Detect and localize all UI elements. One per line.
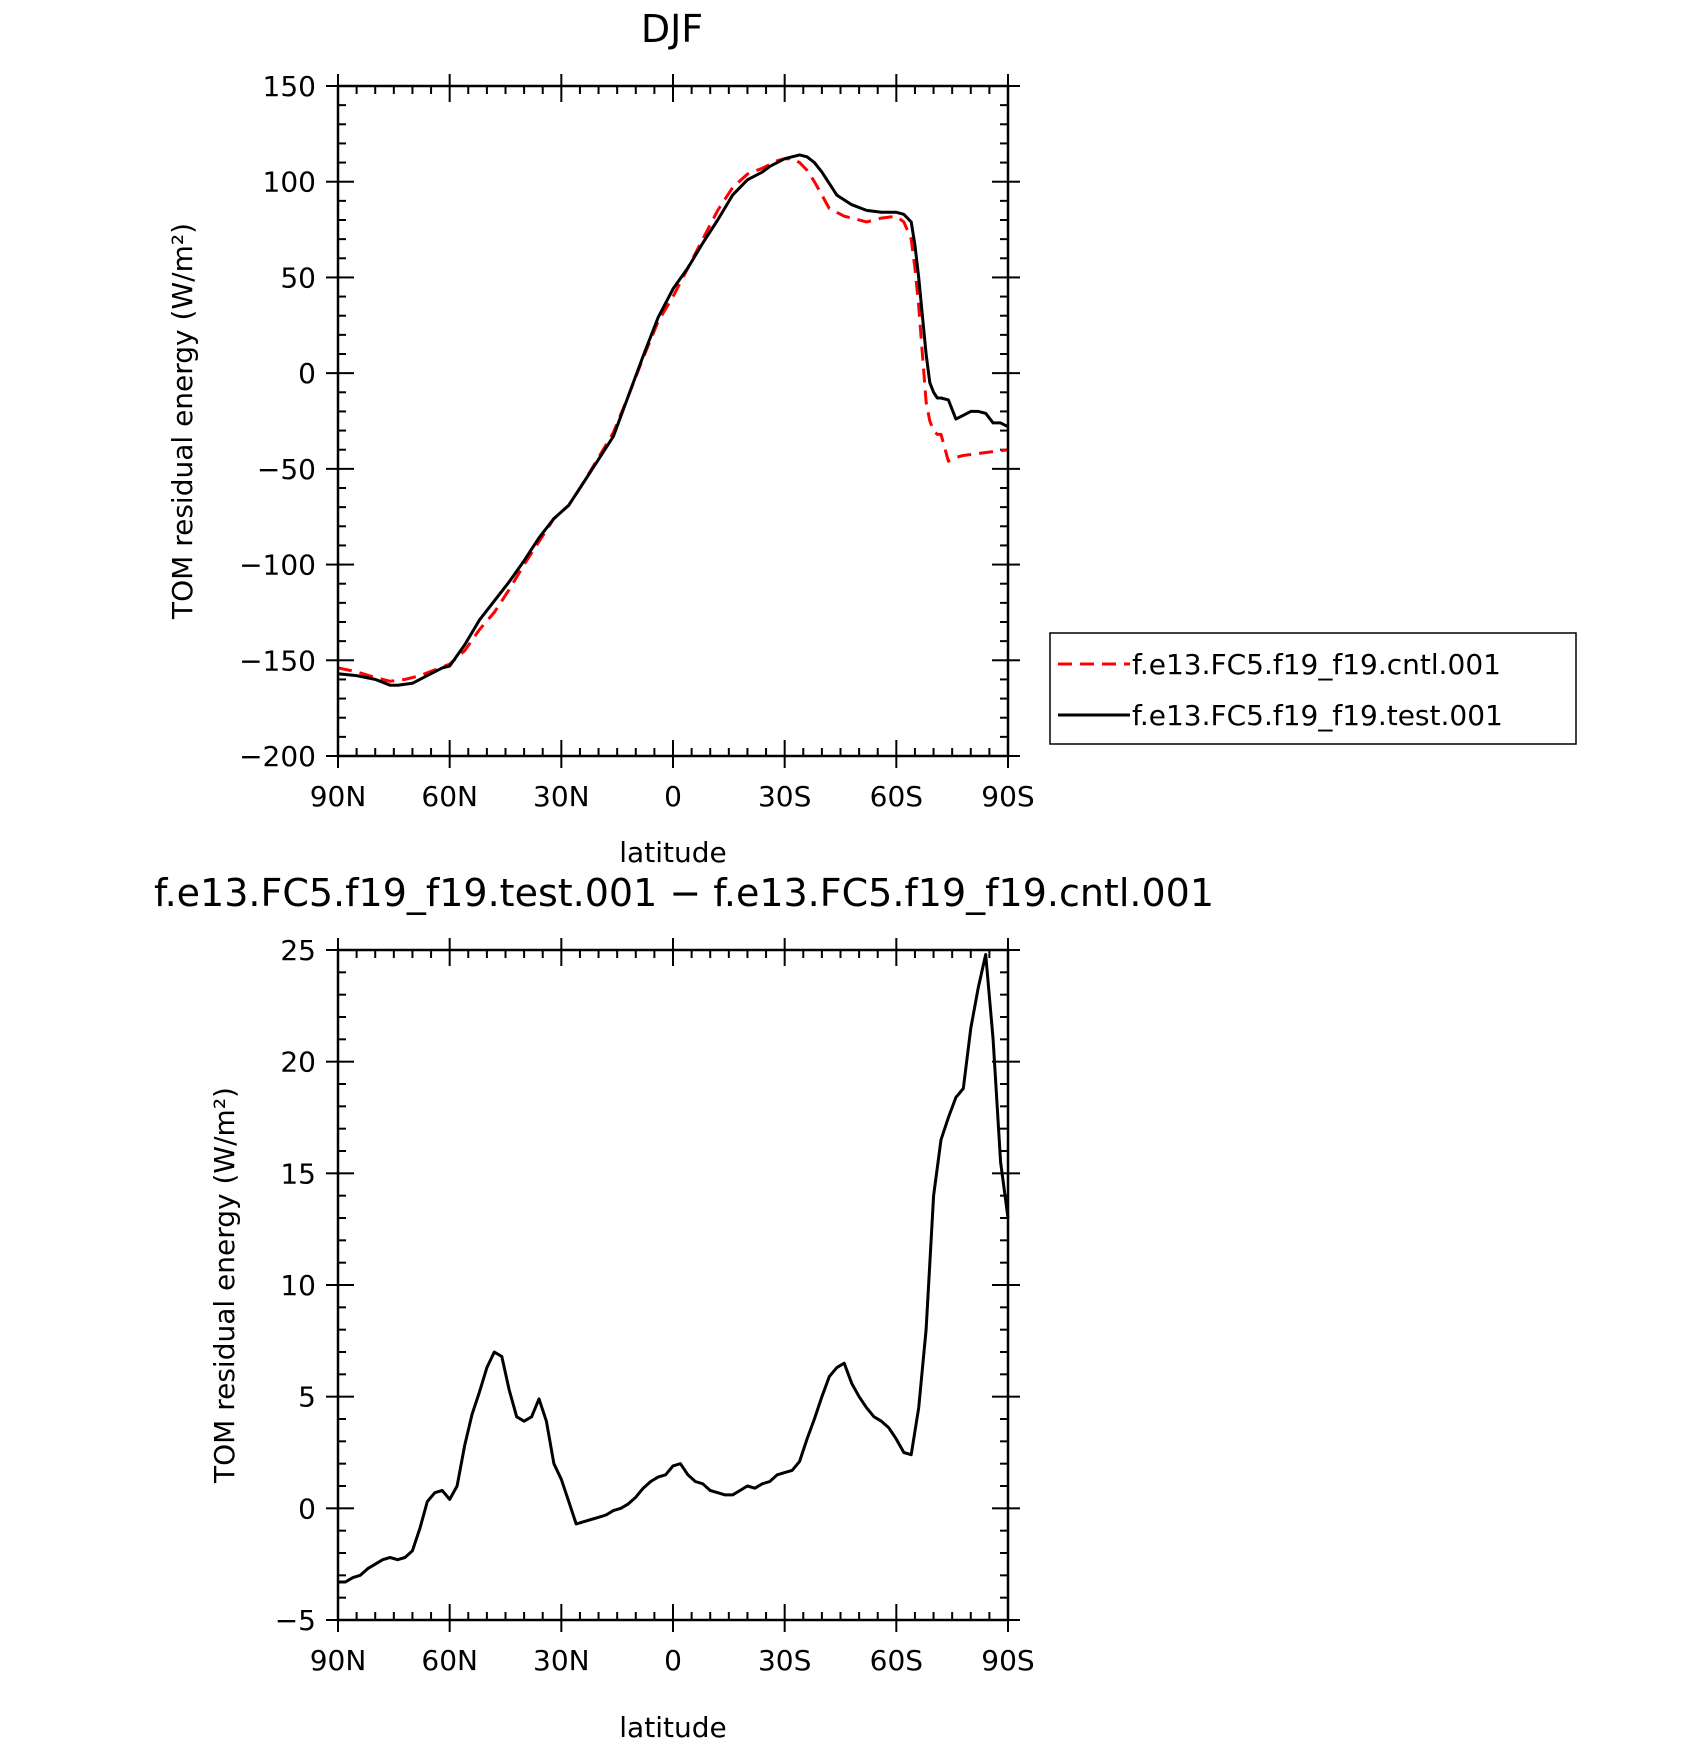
legend-label-cntl: f.e13.FC5.f19_f19.cntl.001 [1132,648,1501,681]
bottom-panel-title: f.e13.FC5.f19_f19.test.001 − f.e13.FC5.f… [154,871,1214,915]
legend-label-test: f.e13.FC5.f19_f19.test.001 [1132,699,1503,732]
y-tick-label: 50 [280,261,316,294]
y-tick-label: 100 [263,166,316,199]
legend-box [1049,632,1577,745]
top-panel: DJF 90N 60N 30N 0 30S 60S 90S −200 −150 −100 −50 0 5… [166,7,1577,869]
x-tick-label: 30S [758,1644,811,1677]
bottom-panel-series [338,953,1010,1584]
y-tick-label: −200 [239,740,316,773]
bottom-panel-tick-labels: 90N 60N 30N 0 30S 60S 90S −5 0 5 10 15 20 25 [275,934,1035,1677]
bottom-panel-x-axis-label: latitude [619,1711,726,1744]
bottom-panel: f.e13.FC5.f19_f19.test.001 − f.e13.FC5.f… [154,871,1214,1744]
series-line-f-e13-fc5-f19-f19-cntl-001 [337,157,1009,683]
x-tick-label: 30N [533,1644,590,1677]
x-tick-label: 90N [310,1644,367,1677]
bottom-panel-y-axis-label: TOM residual energy (W/m²) [208,1087,241,1484]
series-line-difference [338,953,1010,1584]
y-tick-label: 0 [298,1492,316,1525]
x-tick-label: 30S [758,780,811,813]
y-tick-label: 10 [280,1269,316,1302]
legend: f.e13.FC5.f19_f19.cntl.001 f.e13.FC5.f19… [1049,632,1577,745]
x-tick-label: 0 [664,1644,682,1677]
y-tick-label: 25 [280,934,316,967]
x-tick-label: 90S [981,780,1034,813]
top-panel-series [337,153,1009,687]
y-tick-label: 0 [298,357,316,390]
series-line-f-e13-fc5-f19-f19-test-001 [337,153,1009,687]
top-panel-frame [336,84,1010,758]
y-tick-label: −5 [275,1604,316,1637]
y-tick-label: −100 [239,549,316,582]
y-tick-label: 150 [263,70,316,103]
top-panel-tick-labels: 90N 60N 30N 0 30S 60S 90S −200 −150 −100 −50 0 50 100… [239,70,1035,813]
top-panel-y-axis-label: TOM residual energy (W/m²) [166,223,199,620]
x-tick-label: 60N [421,780,478,813]
y-tick-label: 15 [280,1157,316,1190]
y-tick-label: −50 [257,453,316,486]
x-tick-label: 60S [870,1644,923,1677]
top-panel-title: DJF [641,7,703,51]
bottom-panel-ticks [326,938,1020,1632]
top-panel-ticks [326,74,1020,768]
y-tick-label: 20 [280,1046,316,1079]
y-tick-label: −150 [239,644,316,677]
x-tick-label: 60N [421,1644,478,1677]
x-tick-label: 30N [533,780,590,813]
bottom-panel-frame [336,948,1010,1622]
x-tick-label: 60S [870,780,923,813]
top-panel-x-axis-label: latitude [619,836,726,869]
x-tick-label: 90S [981,1644,1034,1677]
x-tick-label: 90N [310,780,367,813]
y-tick-label: 5 [298,1381,316,1414]
x-tick-label: 0 [664,780,682,813]
